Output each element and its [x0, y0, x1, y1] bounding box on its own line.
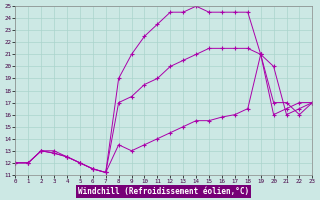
- X-axis label: Windchill (Refroidissement éolien,°C): Windchill (Refroidissement éolien,°C): [78, 187, 249, 196]
